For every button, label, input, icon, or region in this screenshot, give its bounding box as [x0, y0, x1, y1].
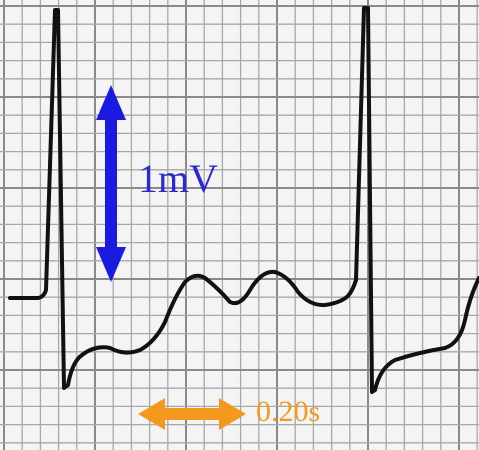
amplitude-label: 1mV — [138, 156, 218, 201]
arrow-head — [138, 398, 165, 430]
arrow-head — [96, 85, 126, 120]
duration-label: 0.20s — [256, 395, 320, 428]
amplitude-arrow — [96, 85, 126, 282]
ecg-trace — [8, 6, 479, 394]
arrow-head — [219, 398, 246, 430]
arrow-head — [96, 247, 126, 282]
duration-arrow — [138, 398, 246, 430]
